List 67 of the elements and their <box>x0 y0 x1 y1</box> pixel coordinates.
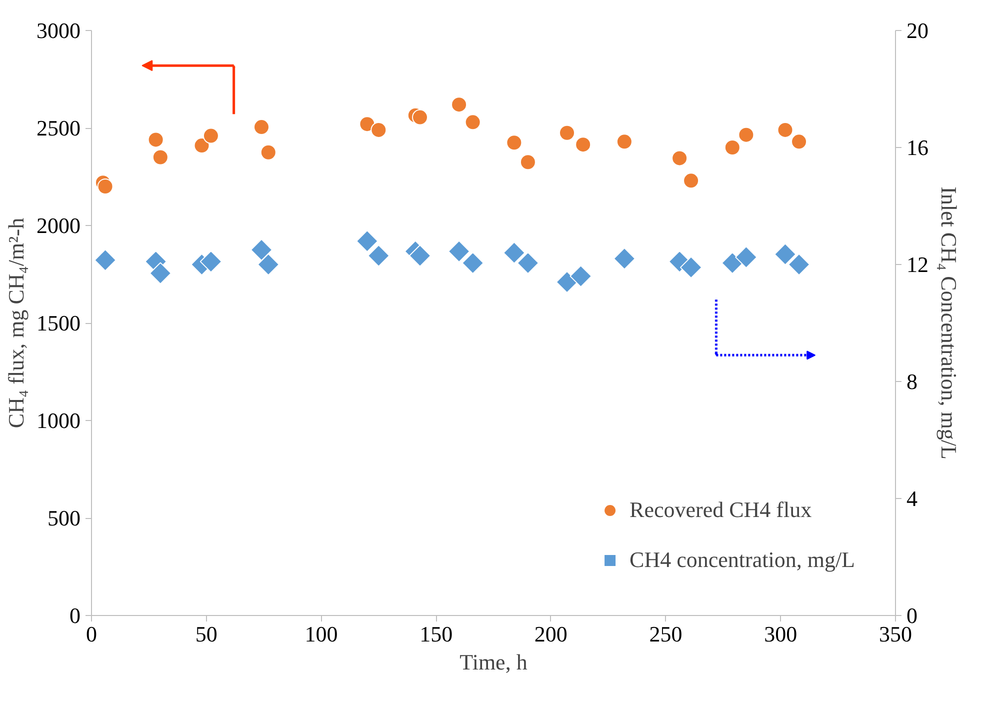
point <box>370 122 387 138</box>
point <box>451 96 468 113</box>
legend-label: CH4 concentration, mg/L <box>630 547 855 573</box>
x-tick-label: 200 <box>534 622 568 646</box>
point <box>368 244 390 267</box>
point <box>672 150 688 166</box>
point <box>520 154 536 170</box>
point <box>791 134 808 150</box>
point <box>260 144 276 160</box>
y2-tick-label: 0 <box>906 603 918 628</box>
point <box>97 178 114 194</box>
y-tick-label: 0 <box>70 603 80 628</box>
y2-tick-label: 12 <box>906 252 928 277</box>
y-tick-label: 1500 <box>36 310 80 336</box>
point <box>94 249 116 272</box>
point <box>613 248 636 270</box>
y2-tick-label: 8 <box>906 369 918 394</box>
point <box>152 149 168 166</box>
y-tick-label: 1000 <box>36 408 80 433</box>
point <box>412 109 428 126</box>
point <box>408 244 432 267</box>
point <box>503 242 526 264</box>
x-tick-label: 50 <box>195 622 218 646</box>
point <box>777 122 794 138</box>
y-tick-label: 500 <box>48 506 80 530</box>
x-axis-title: Time, h <box>460 650 528 674</box>
point <box>683 172 700 189</box>
y-tick-label: 3000 <box>36 18 80 43</box>
point <box>506 134 522 151</box>
point <box>257 253 280 276</box>
point <box>149 262 172 284</box>
point <box>448 240 470 262</box>
point <box>556 270 578 294</box>
x-tick-label: 250 <box>649 622 682 646</box>
point <box>559 124 576 141</box>
point <box>462 252 484 274</box>
y-tick-label: 2500 <box>36 116 80 140</box>
point <box>194 138 210 154</box>
point <box>359 116 376 132</box>
point <box>724 140 740 156</box>
point <box>788 253 810 276</box>
point <box>570 265 592 288</box>
point <box>774 243 796 266</box>
point <box>516 252 540 274</box>
y2-tick-label: 20 <box>906 18 928 43</box>
y-axis-title: CH₄ flux, mg CH₄/m²-h <box>4 218 28 428</box>
y2-tick-label: 4 <box>906 486 918 511</box>
point <box>200 250 222 273</box>
x-tick-label: 0 <box>86 622 97 646</box>
point <box>356 230 378 252</box>
point <box>738 126 754 143</box>
y2-tick-label: 16 <box>906 135 928 160</box>
point <box>202 128 219 144</box>
point <box>575 136 592 153</box>
point <box>250 238 273 261</box>
point <box>148 132 164 148</box>
y2-axis-title: Inlet CH₄ Concentration, mg/L <box>936 186 962 460</box>
point <box>464 114 481 130</box>
point <box>253 119 270 136</box>
y-tick-label: 2000 <box>36 213 80 238</box>
point <box>616 134 632 150</box>
x-tick-label: 100 <box>304 622 338 646</box>
point <box>680 256 702 279</box>
x-tick-label: 300 <box>764 622 798 646</box>
legend-label: Recovered CH4 flux <box>630 497 812 523</box>
point <box>735 246 758 268</box>
x-tick-label: 150 <box>420 622 453 646</box>
